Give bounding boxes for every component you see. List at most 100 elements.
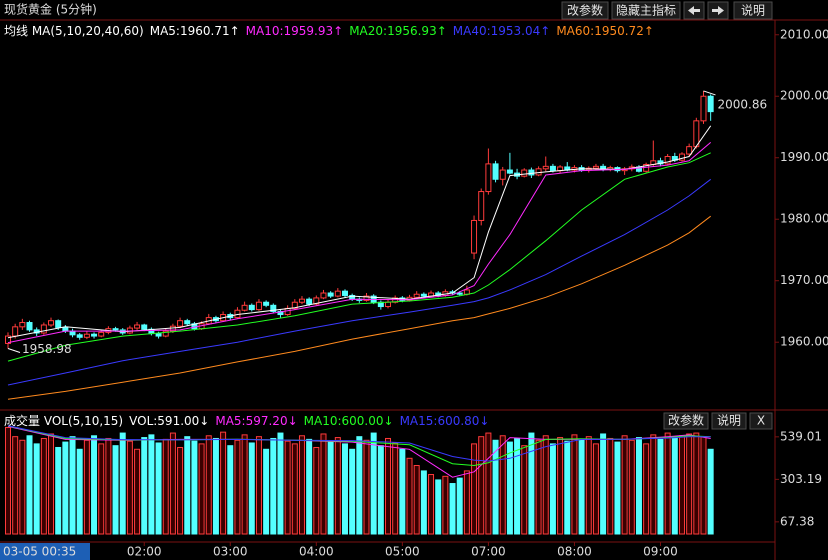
- candle-body: [55, 320, 62, 328]
- button-box[interactable]: [749, 412, 773, 430]
- volume-bar: [678, 435, 685, 535]
- volume-bar: [169, 432, 176, 535]
- volume-bar: [671, 436, 678, 535]
- volume-bar: [420, 470, 427, 535]
- legend-entry: MA60:1950.72↑: [556, 24, 654, 38]
- volume-bar: [435, 479, 442, 535]
- volume-bar: [327, 441, 334, 535]
- vol-label: VOL:591.00↓: [129, 414, 209, 428]
- candle-body: [456, 292, 463, 295]
- ma-line: [7, 152, 711, 362]
- arrow-right-button[interactable]: [707, 1, 729, 20]
- volume-bar: [33, 443, 40, 535]
- arrow-icon[interactable]: [712, 6, 724, 15]
- button-label[interactable]: 改参数: [668, 413, 704, 428]
- button[interactable]: 说明: [733, 1, 773, 20]
- volume-bar: [657, 438, 664, 535]
- button-box[interactable]: [733, 1, 773, 20]
- volume-bar: [341, 443, 348, 535]
- button[interactable]: 改参数: [663, 412, 709, 430]
- volume-bar: [485, 432, 492, 535]
- candle-body: [91, 333, 98, 337]
- volume-bar: [377, 445, 384, 535]
- button-box[interactable]: [611, 1, 681, 20]
- candle-body: [492, 163, 499, 180]
- candle-body: [69, 330, 76, 336]
- x-tick-label: 02:00: [127, 545, 162, 559]
- candle-body: [471, 219, 478, 254]
- arrow-left-button[interactable]: [683, 1, 705, 20]
- button-label[interactable]: 说明: [741, 3, 765, 18]
- volume-bar: [162, 438, 169, 535]
- candle-body: [76, 334, 83, 338]
- volume-bar: [578, 438, 585, 535]
- legend-entry: MA10:600.00↓: [304, 414, 394, 428]
- candle-body: [26, 322, 33, 331]
- button-label[interactable]: 说明: [717, 413, 741, 428]
- button-label[interactable]: 改参数: [567, 3, 603, 18]
- volume-bar: [449, 483, 456, 535]
- ma-legend: 均线 MA(5,10,20,40,60) MA5:1960.71↑ MA10:195…: [4, 24, 654, 38]
- y-tick-label: 303.19: [780, 472, 822, 486]
- arrow-icon[interactable]: [688, 6, 700, 15]
- legend-entry: MA10:1959.93↑: [246, 24, 344, 38]
- button[interactable]: 隐藏主指标: [611, 1, 681, 20]
- y-tick-label: 1960.00: [780, 335, 828, 349]
- indicator-label: 均线 MA(5,10,20,40,60): [4, 24, 144, 38]
- button-box[interactable]: [711, 412, 747, 430]
- volume-bar: [492, 439, 499, 535]
- volume-bar: [241, 434, 248, 535]
- candle-body: [528, 169, 535, 176]
- chart-title: 现货黄金 (5分钟): [4, 2, 97, 17]
- volume-bar: [392, 442, 399, 535]
- volume-bar: [600, 433, 607, 535]
- button-box[interactable]: [663, 412, 709, 430]
- candle-body: [184, 320, 191, 325]
- candle-body: [413, 293, 420, 298]
- candle-body: [48, 320, 55, 326]
- button-label[interactable]: 隐藏主指标: [616, 3, 676, 18]
- candle-body: [327, 292, 334, 297]
- volume-bar: [614, 441, 621, 535]
- volume-bar: [506, 441, 513, 535]
- volume-bar: [91, 435, 98, 535]
- button-label[interactable]: X: [757, 414, 765, 428]
- high-pointer: [703, 90, 716, 96]
- legend-entry: MA40:1953.04↑: [453, 24, 551, 38]
- candle-body: [420, 293, 427, 297]
- volume-bar: [191, 440, 198, 535]
- low-pointer: [7, 348, 21, 353]
- vol-legend: 成交量 VOL(5,10,15) VOL:591.00↓ MA5:597.20↓ MA…: [4, 413, 489, 428]
- volume-bar: [98, 443, 105, 535]
- candle-body: [334, 290, 341, 297]
- volume-bar: [40, 437, 47, 535]
- candle-body: [385, 301, 392, 308]
- button[interactable]: 改参数: [561, 1, 609, 20]
- close-button[interactable]: X: [749, 412, 773, 430]
- x-tick-label: 03:00: [213, 545, 248, 559]
- high-label: 2000.86: [717, 97, 767, 111]
- volume-bar: [212, 437, 219, 535]
- candle-body: [83, 333, 90, 338]
- volume-bar: [549, 443, 556, 535]
- volume-bar: [155, 442, 162, 535]
- volume-bar: [83, 439, 90, 535]
- legend-entry: MA15:600.80↓: [400, 414, 490, 428]
- candle-body: [134, 324, 141, 329]
- candle-body: [686, 146, 693, 155]
- volume-bar: [370, 432, 377, 535]
- candle-body: [700, 95, 707, 122]
- volume-bar: [141, 437, 148, 535]
- ma-line: [7, 178, 712, 386]
- volume-bar: [263, 448, 270, 535]
- volume-bar: [413, 465, 420, 535]
- y-tick-label: 2010.00: [780, 27, 828, 41]
- ma-line: [7, 425, 711, 462]
- volume-bar: [48, 433, 55, 535]
- button-box[interactable]: [561, 1, 609, 20]
- candle-body: [341, 290, 348, 296]
- volume-bar: [356, 436, 363, 535]
- volume-bar: [255, 436, 262, 535]
- button[interactable]: 说明: [711, 412, 747, 430]
- volume-bar: [119, 432, 126, 535]
